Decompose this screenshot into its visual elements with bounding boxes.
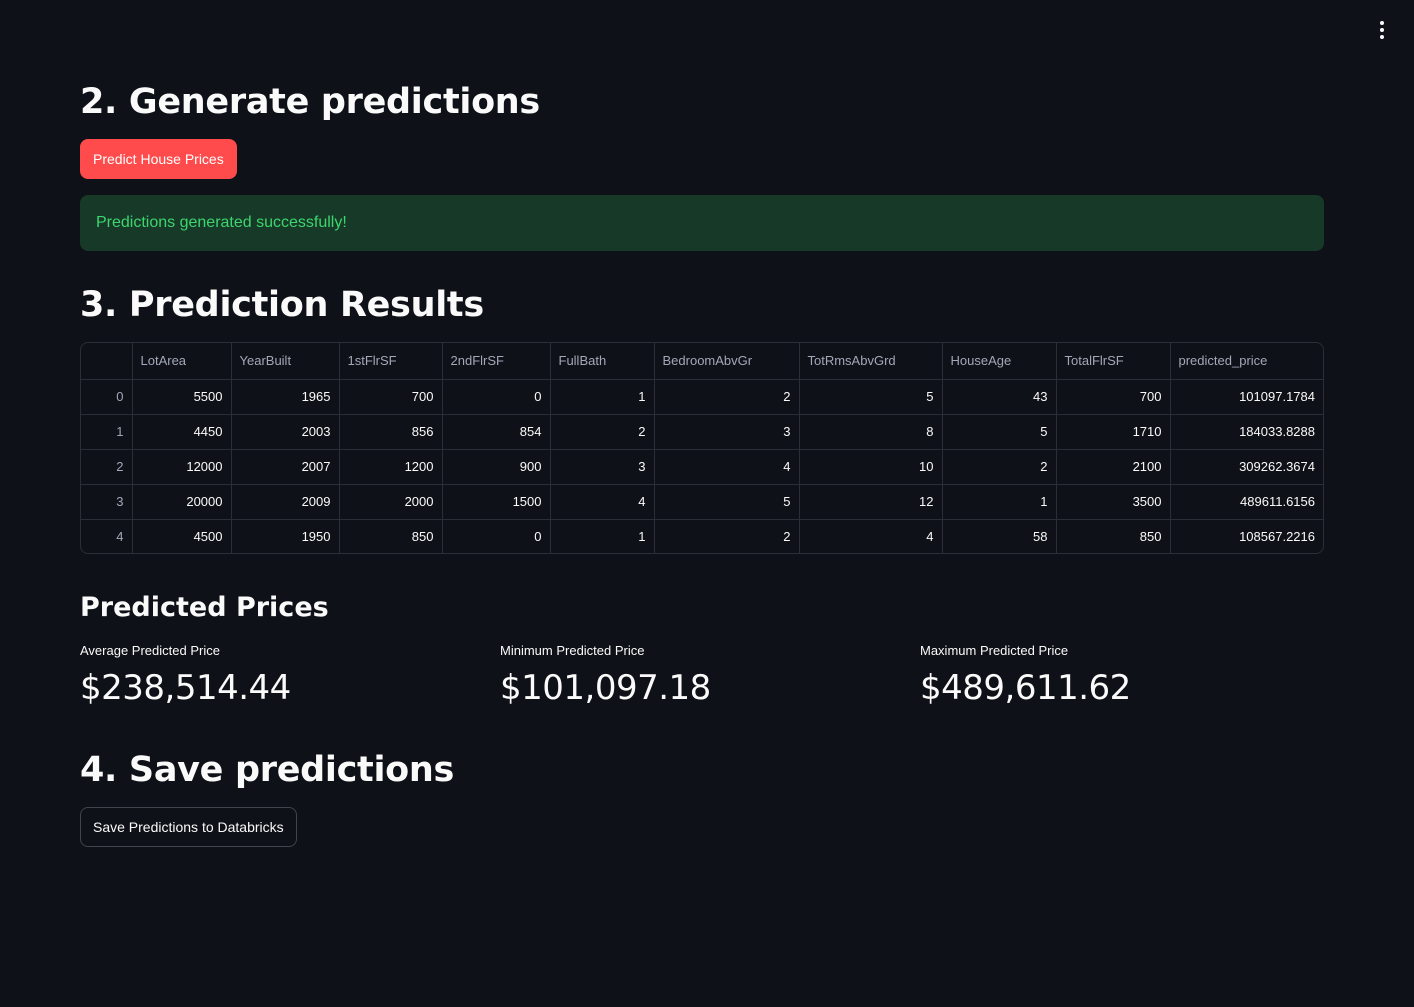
table-cell[interactable]: 2 xyxy=(654,379,800,415)
table-cell[interactable]: 700 xyxy=(339,379,443,415)
column-header[interactable]: 2ndFlrSF xyxy=(442,343,551,380)
column-header[interactable]: LotArea xyxy=(132,343,232,380)
table-cell[interactable]: 1710 xyxy=(1056,414,1171,450)
section-title-save: 4. Save predictions xyxy=(80,750,455,790)
section-title-generate: 2. Generate predictions xyxy=(80,82,540,122)
table-cell[interactable]: 5500 xyxy=(132,379,232,415)
table-header-row: LotArea YearBuilt 1stFlrSF 2ndFlrSF FullBath… xyxy=(81,343,1323,380)
column-header[interactable]: 1stFlrSF xyxy=(339,343,443,380)
column-header[interactable]: predicted_price xyxy=(1170,343,1323,380)
row-index[interactable]: 3 xyxy=(81,484,133,520)
table-row: 3 20000 2009 2000 1500 4 5 12 1 3500 489611.6156 xyxy=(81,484,1323,520)
predicted-prices-title: Predicted Prices xyxy=(80,592,329,623)
table-row: 4 4500 1950 850 0 1 2 4 58 850 108567.2216 xyxy=(81,519,1323,553)
table-cell[interactable]: 0 xyxy=(442,519,551,553)
table-cell[interactable]: 850 xyxy=(339,519,443,553)
table-cell[interactable]: 1950 xyxy=(231,519,340,553)
table-cell[interactable]: 2 xyxy=(654,519,800,553)
metric-maximum-price: Maximum Predicted Price $489,611.62 xyxy=(920,643,1320,708)
table-cell[interactable]: 108567.2216 xyxy=(1239,529,1315,545)
column-header[interactable]: HouseAge xyxy=(942,343,1057,380)
row-index[interactable]: 2 xyxy=(81,449,133,485)
table-cell[interactable]: 4450 xyxy=(132,414,232,450)
metric-label: Minimum Predicted Price xyxy=(500,643,645,658)
table-cell[interactable]: 1 xyxy=(550,379,655,415)
table-cell[interactable]: 4 xyxy=(550,484,655,520)
table-cell[interactable]: 1 xyxy=(550,519,655,553)
metric-value: $101,097.18 xyxy=(500,668,711,708)
row-index[interactable]: 4 xyxy=(81,519,133,553)
table-cell[interactable]: 43 xyxy=(942,379,1057,415)
table-cell[interactable]: 8 xyxy=(799,414,943,450)
table-cell[interactable]: 2 xyxy=(942,449,1057,485)
column-header[interactable]: TotalFlrSF xyxy=(1056,343,1171,380)
table-cell[interactable]: 856 xyxy=(339,414,443,450)
metric-label: Maximum Predicted Price xyxy=(920,643,1069,658)
table-body: 0 5500 1965 700 0 1 2 5 43 700 101097.1784 1 4450 200… xyxy=(81,379,1323,553)
row-index[interactable]: 0 xyxy=(81,379,133,415)
table-cell[interactable]: 20000 xyxy=(132,484,232,520)
metric-average-price: Average Predicted Price $238,514.44 xyxy=(80,643,480,708)
metric-label: Average Predicted Price xyxy=(80,643,220,658)
table-cell[interactable]: 184033.8288 xyxy=(1170,414,1323,450)
index-header[interactable] xyxy=(81,343,133,380)
table-cell[interactable]: 10 xyxy=(799,449,943,485)
section-title-results: 3. Prediction Results xyxy=(80,285,484,325)
predict-house-prices-button[interactable]: Predict House Prices xyxy=(80,139,237,179)
table-cell[interactable]: 1965 xyxy=(231,379,340,415)
table-cell[interactable]: 1500 xyxy=(442,484,551,520)
table-cell[interactable]: 12000 xyxy=(132,449,232,485)
table-cell[interactable]: 900 xyxy=(442,449,551,485)
table-cell[interactable]: 309262.3674 xyxy=(1170,449,1323,485)
column-header[interactable]: TotRmsAbvGrd xyxy=(799,343,943,380)
table-cell[interactable]: 2007 xyxy=(231,449,340,485)
results-table: LotArea YearBuilt 1stFlrSF 2ndFlrSF FullBath… xyxy=(81,343,1323,553)
table-cell[interactable]: 854 xyxy=(442,414,551,450)
table-cell[interactable]: 3500 xyxy=(1056,484,1171,520)
table-cell[interactable]: 5 xyxy=(654,484,800,520)
table-row: 2 12000 2007 1200 900 3 4 10 2 2100 309262.3674 xyxy=(81,449,1323,485)
success-message: Predictions generated successfully! xyxy=(96,214,347,231)
table-cell[interactable]: 4 xyxy=(799,519,943,553)
table-cell[interactable]: 2100 xyxy=(1056,449,1171,485)
success-alert: Predictions generated successfully! xyxy=(80,195,1324,251)
table-cell[interactable]: 850 xyxy=(1056,519,1171,553)
column-header[interactable]: YearBuilt xyxy=(231,343,340,380)
table-cell[interactable]: 489611.6156 xyxy=(1170,484,1323,520)
results-dataframe[interactable]: LotArea YearBuilt 1stFlrSF 2ndFlrSF FullBath… xyxy=(80,342,1324,554)
table-cell[interactable]: 2 xyxy=(550,414,655,450)
metric-minimum-price: Minimum Predicted Price $101,097.18 xyxy=(500,643,900,708)
table-cell[interactable]: 1 xyxy=(942,484,1057,520)
main-menu-button[interactable] xyxy=(1372,20,1392,40)
table-cell[interactable]: 101097.1784 xyxy=(1170,379,1323,415)
table-cell[interactable]: 0 xyxy=(442,379,551,415)
table-cell[interactable]: 2003 xyxy=(231,414,340,450)
table-cell[interactable]: 3 xyxy=(654,414,800,450)
metric-value: $238,514.44 xyxy=(80,668,291,708)
table-cell[interactable]: 2009 xyxy=(231,484,340,520)
row-index[interactable]: 1 xyxy=(81,414,133,450)
table-cell[interactable]: 5 xyxy=(799,379,943,415)
table-cell[interactable]: 2000 xyxy=(339,484,443,520)
table-cell[interactable]: 12 xyxy=(799,484,943,520)
table-cell[interactable]: 700 xyxy=(1056,379,1171,415)
table-cell[interactable]: 4 xyxy=(654,449,800,485)
save-predictions-button[interactable]: Save Predictions to Databricks xyxy=(80,807,297,847)
vertical-dots-icon xyxy=(1380,21,1384,25)
table-cell[interactable]: 3 xyxy=(550,449,655,485)
column-header[interactable]: BedroomAbvGr xyxy=(654,343,800,380)
table-cell[interactable]: 4500 xyxy=(132,519,232,553)
table-row: 0 5500 1965 700 0 1 2 5 43 700 101097.1784 xyxy=(81,379,1323,415)
table-cell[interactable]: 1200 xyxy=(339,449,443,485)
table-cell[interactable]: 58 xyxy=(942,519,1057,553)
metric-value: $489,611.62 xyxy=(920,668,1131,708)
table-row: 1 4450 2003 856 854 2 3 8 5 1710 184033.8288 xyxy=(81,414,1323,450)
table-cell[interactable]: 5 xyxy=(942,414,1057,450)
column-header[interactable]: FullBath xyxy=(550,343,655,380)
